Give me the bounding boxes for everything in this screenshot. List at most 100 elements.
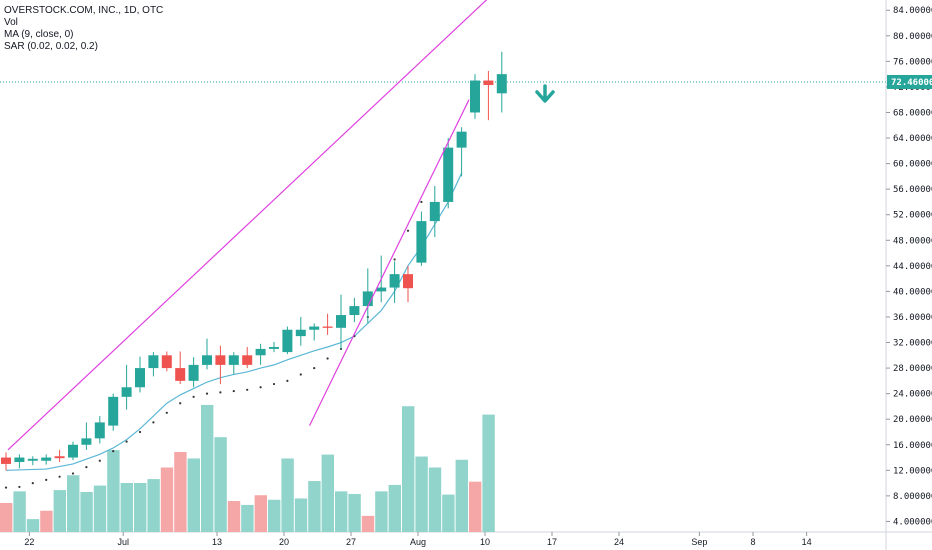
candle-body xyxy=(336,315,346,328)
candle-body xyxy=(389,274,400,288)
sar-dot xyxy=(165,411,168,414)
candle-body xyxy=(81,438,92,445)
candle-body xyxy=(255,348,266,356)
y-tick-label: 68.000000 xyxy=(893,108,932,118)
volume-bar xyxy=(93,485,107,532)
candle-body xyxy=(68,444,78,458)
y-tick-label: 32.000000 xyxy=(893,339,932,349)
y-tick-label: 76.000000 xyxy=(893,57,932,67)
volume-bar xyxy=(40,510,53,532)
volume-bar xyxy=(482,414,495,532)
candle-body xyxy=(416,221,427,263)
y-tick-label: 44.000000 xyxy=(893,262,932,272)
volume-bar xyxy=(187,458,200,532)
volume-bar xyxy=(455,459,468,532)
candle-body xyxy=(242,355,253,365)
candle-body xyxy=(215,355,226,365)
sar-dot xyxy=(71,472,75,475)
volume-bar xyxy=(361,515,375,532)
x-tick-label: 17 xyxy=(547,537,557,547)
sar-dot xyxy=(420,200,423,204)
volume-bar xyxy=(402,406,415,532)
x-tick-label: 22 xyxy=(24,537,34,547)
y-tick-label: 28.000000 xyxy=(893,364,932,374)
sar-dot xyxy=(286,379,289,382)
candle-body xyxy=(41,457,52,461)
candle-body xyxy=(27,458,38,461)
candle-body xyxy=(295,329,306,337)
sar-dot xyxy=(313,366,316,370)
indicator-ma: MA (9, close, 0) xyxy=(4,29,74,40)
candle-body xyxy=(161,355,172,369)
volume-bar xyxy=(469,481,482,532)
sar-dot xyxy=(138,430,142,434)
candle-body xyxy=(135,368,145,388)
y-tick-label: 52.000000 xyxy=(893,211,932,221)
y-tick-label: 56.000000 xyxy=(893,185,932,195)
y-tick-label: 4.000000 xyxy=(893,517,932,527)
volume-bar xyxy=(227,501,241,532)
candle-body xyxy=(228,355,239,365)
volume-bar xyxy=(335,491,348,532)
y-tick-label: 60.000000 xyxy=(893,160,932,170)
ma-line xyxy=(5,172,463,471)
chart-legend: OVERSTOCK.COM, INC., 1D, OTC Vol MA (9, … xyxy=(4,5,163,53)
candle-body xyxy=(376,287,387,292)
indicator-sar: SAR (0.02, 0.02, 0.2) xyxy=(4,41,98,52)
volume-bar xyxy=(67,475,80,532)
volume-bar xyxy=(134,482,147,532)
volume-bar xyxy=(428,467,442,532)
sar-dot xyxy=(219,391,222,394)
trendline xyxy=(308,99,470,426)
candle-body xyxy=(470,80,480,113)
sar-dot xyxy=(393,258,396,261)
volume-bar xyxy=(13,491,26,532)
candle-body xyxy=(148,355,159,369)
volume-bar xyxy=(241,504,254,532)
volume-bar xyxy=(375,491,388,532)
x-tick-label: 20 xyxy=(279,537,289,547)
down-arrow-icon xyxy=(535,84,555,103)
candle-body xyxy=(14,457,25,463)
x-tick-label: Aug xyxy=(410,537,426,547)
volume-bar xyxy=(120,482,133,532)
candle-body xyxy=(429,201,440,222)
volume-bar xyxy=(160,467,174,532)
sar-dot xyxy=(58,475,61,478)
candle-body xyxy=(94,422,105,439)
volume-bar xyxy=(281,458,294,532)
last-price-label: 72.460000 xyxy=(891,78,932,88)
candle-body xyxy=(362,291,373,307)
sar-dot xyxy=(299,373,302,376)
sar-dot xyxy=(85,466,88,469)
volume-bar xyxy=(201,404,214,532)
candle-body xyxy=(1,457,11,464)
volume-bar xyxy=(107,450,120,532)
sar-dot xyxy=(192,395,195,398)
sar-dot xyxy=(112,450,115,453)
y-tick-label: 80.000000 xyxy=(893,32,932,42)
sar-dot xyxy=(31,482,34,485)
volume-bar xyxy=(294,498,308,532)
sar-dot xyxy=(45,478,48,482)
candle-body xyxy=(309,326,320,330)
sar-dot xyxy=(272,382,276,386)
x-tick-label: 14 xyxy=(802,537,812,547)
volume-bar xyxy=(415,456,428,532)
symbol-title: OVERSTOCK.COM, INC., 1D, OTC xyxy=(4,5,164,16)
candle-body xyxy=(496,74,507,94)
candle-body xyxy=(269,346,279,349)
candle-body xyxy=(282,329,293,353)
candle-body xyxy=(322,326,333,328)
volume-bar xyxy=(80,492,93,532)
y-tick-label: 40.000000 xyxy=(893,287,932,297)
trendline xyxy=(7,0,488,451)
sar-dot xyxy=(232,389,235,393)
sar-dot xyxy=(18,485,21,489)
candle-body xyxy=(456,131,467,148)
x-tick-label: 13 xyxy=(212,537,222,547)
x-tick-label: Jul xyxy=(117,537,129,547)
candle-body xyxy=(349,306,360,316)
volume-bar xyxy=(214,437,227,532)
